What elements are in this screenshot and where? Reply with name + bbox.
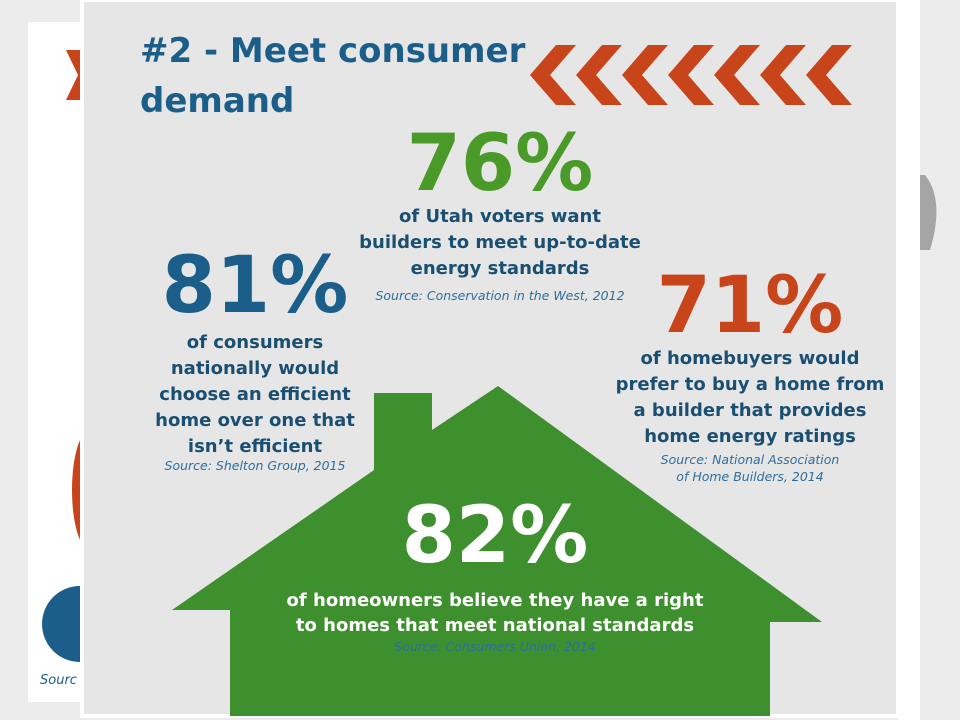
house: [172, 386, 822, 716]
stat-text: home energy ratings: [644, 426, 856, 447]
stat-value: 82%: [402, 491, 589, 581]
title: #2 - Meet consumer: [140, 31, 526, 71]
stat-source: Source: Consumers Union, 2014: [394, 639, 596, 654]
chevron: [576, 45, 622, 105]
stat-source: Source: National Association: [661, 452, 840, 467]
chevron: [806, 45, 852, 105]
chevron: [622, 45, 668, 105]
stat-text: of homeowners believe they have a right: [287, 590, 704, 611]
chevron: [760, 45, 806, 105]
stat-text: isn’t efficient: [188, 436, 323, 457]
stat-text: energy standards: [411, 258, 590, 279]
stat-value: 76%: [407, 119, 594, 209]
stat-source: Source: Conservation in the West, 2012: [375, 288, 624, 303]
chevrons: [530, 45, 852, 105]
stat-text: a builder that provides: [634, 400, 867, 421]
back-source: Sourc: [40, 673, 77, 688]
stat-text: of Utah voters want: [399, 206, 601, 227]
chevron: [714, 45, 760, 105]
chevron: [530, 45, 576, 105]
stat-text: nationally would: [171, 358, 339, 379]
stats: 76%of Utah voters want builders to meet u…: [155, 119, 884, 654]
stat-source: Source: Shelton Group, 2015: [165, 458, 346, 473]
stat-text: builders to meet up-to-date: [359, 232, 641, 253]
stat-source: of Home Builders, 2014: [676, 469, 823, 484]
stat-text: home over one that: [155, 410, 355, 431]
title: demand: [140, 81, 294, 121]
stat-value: 81%: [162, 241, 349, 331]
stat-value: 71%: [657, 261, 844, 351]
stat-text: prefer to buy a home from: [616, 374, 885, 395]
shadow: [920, 175, 937, 250]
chevron: [668, 45, 714, 105]
right-edge: [898, 0, 920, 720]
stat-text: of homebuyers would: [641, 348, 860, 369]
stat-text: choose an efficient: [159, 384, 351, 405]
stat-text: of consumers: [187, 332, 323, 353]
stat-text: to homes that meet national standards: [296, 615, 694, 636]
